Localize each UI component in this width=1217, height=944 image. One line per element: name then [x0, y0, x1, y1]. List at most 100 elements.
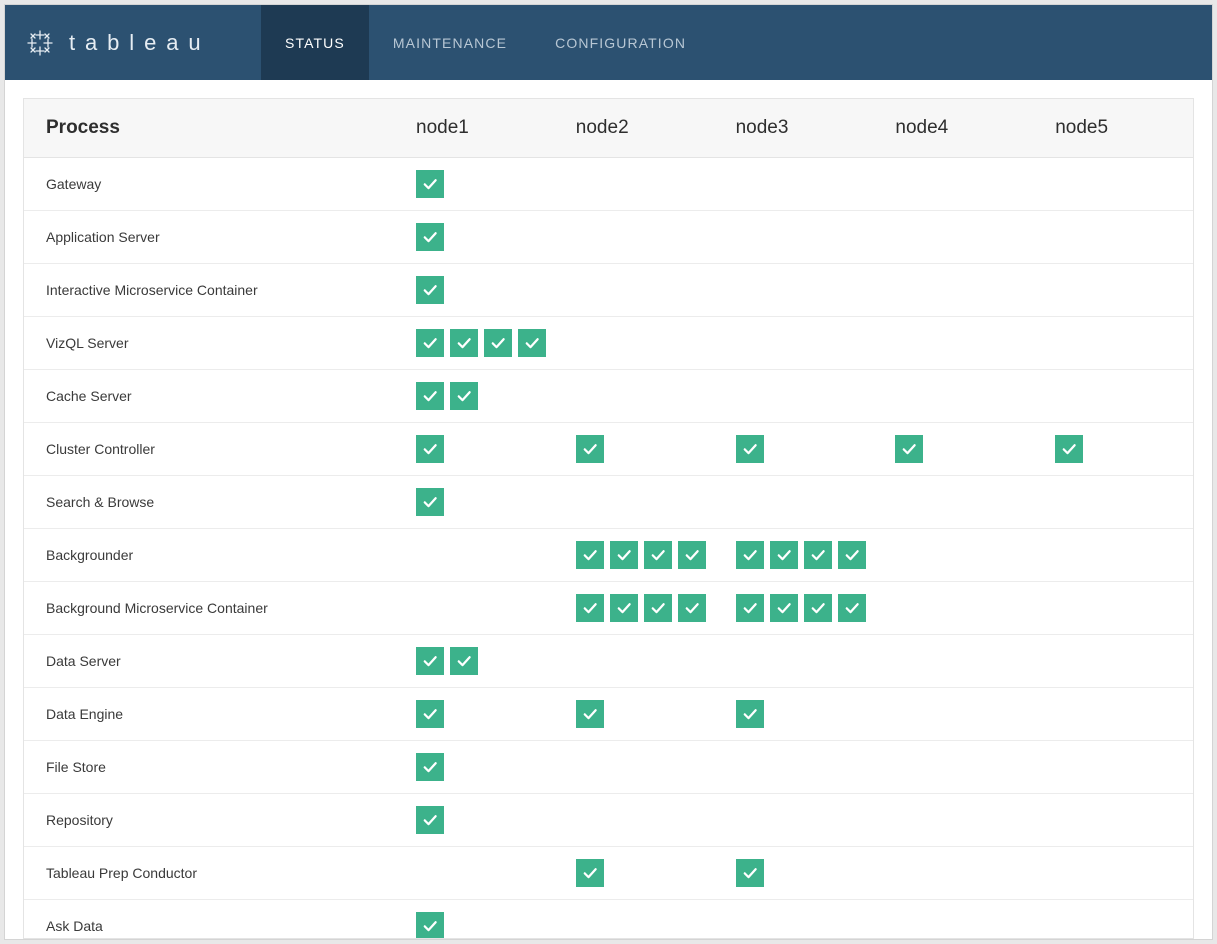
nav-tab-status[interactable]: STATUS — [261, 5, 369, 80]
status-cell — [554, 423, 714, 476]
table-row: Background Microservice Container — [24, 582, 1193, 635]
status-cell — [394, 317, 554, 370]
app-window: tableau STATUS MAINTENANCE CONFIGURATION P… — [4, 4, 1213, 940]
column-header-node3: node3 — [714, 99, 874, 158]
status-cell — [873, 688, 1033, 741]
process-name: Interactive Microservice Container — [24, 264, 394, 317]
status-check-icon — [576, 859, 604, 887]
status-check-icon — [416, 912, 444, 939]
process-name: VizQL Server — [24, 317, 394, 370]
status-cell — [394, 688, 554, 741]
status-checks — [576, 435, 704, 463]
status-cell — [873, 317, 1033, 370]
status-cell — [554, 847, 714, 900]
status-checks — [416, 276, 544, 304]
status-cell — [714, 529, 874, 582]
column-header-node2: node2 — [554, 99, 714, 158]
status-check-icon — [416, 488, 444, 516]
status-check-icon — [576, 594, 604, 622]
status-checks — [416, 488, 544, 516]
table-row: Data Engine — [24, 688, 1193, 741]
navbar: tableau STATUS MAINTENANCE CONFIGURATION — [5, 5, 1212, 80]
status-checks — [416, 753, 544, 781]
nav-tab-label: CONFIGURATION — [555, 35, 686, 51]
status-check-icon — [416, 435, 444, 463]
status-cell — [1033, 794, 1193, 847]
column-header-node4: node4 — [873, 99, 1033, 158]
status-cell — [873, 635, 1033, 688]
status-check-icon — [450, 329, 478, 357]
status-checks — [576, 700, 704, 728]
process-name: Gateway — [24, 158, 394, 211]
status-panel: Processnode1node2node3node4node5 Gateway… — [23, 98, 1194, 939]
status-checks — [416, 700, 544, 728]
status-check-icon — [416, 753, 444, 781]
table-row: VizQL Server — [24, 317, 1193, 370]
status-cell — [1033, 688, 1193, 741]
nav-tab-maintenance[interactable]: MAINTENANCE — [369, 5, 531, 80]
status-checks — [576, 594, 704, 622]
status-cell — [1033, 370, 1193, 423]
status-cell — [873, 794, 1033, 847]
status-check-icon — [1055, 435, 1083, 463]
nav-tab-label: STATUS — [285, 35, 345, 51]
table-row: Backgrounder — [24, 529, 1193, 582]
status-checks — [1055, 435, 1183, 463]
status-check-icon — [484, 329, 512, 357]
status-cell — [394, 582, 554, 635]
status-check-icon — [770, 541, 798, 569]
status-check-icon — [736, 541, 764, 569]
table-header-row: Processnode1node2node3node4node5 — [24, 99, 1193, 158]
status-cell — [714, 794, 874, 847]
table-row: Cache Server — [24, 370, 1193, 423]
status-cell — [1033, 423, 1193, 476]
status-cell — [873, 529, 1033, 582]
status-checks — [416, 329, 544, 357]
status-check-icon — [736, 594, 764, 622]
status-check-icon — [576, 541, 604, 569]
status-cell — [394, 423, 554, 476]
brand-logo: tableau — [5, 5, 261, 80]
table-row: Search & Browse — [24, 476, 1193, 529]
status-cell — [554, 635, 714, 688]
column-header-process: Process — [24, 99, 394, 158]
status-cell — [394, 741, 554, 794]
nav-tab-configuration[interactable]: CONFIGURATION — [531, 5, 710, 80]
status-cell — [714, 582, 874, 635]
status-checks — [416, 170, 544, 198]
table-row: Repository — [24, 794, 1193, 847]
status-table: Processnode1node2node3node4node5 Gateway… — [24, 99, 1193, 939]
status-checks — [736, 859, 864, 887]
status-cell — [554, 476, 714, 529]
status-cell — [394, 900, 554, 940]
status-cell — [873, 741, 1033, 794]
status-cell — [554, 370, 714, 423]
table-row: Application Server — [24, 211, 1193, 264]
status-cell — [554, 158, 714, 211]
status-check-icon — [416, 700, 444, 728]
status-cell — [714, 847, 874, 900]
content-area: Processnode1node2node3node4node5 Gateway… — [5, 80, 1212, 939]
status-cell — [394, 158, 554, 211]
status-cell — [873, 900, 1033, 940]
status-cell — [554, 582, 714, 635]
status-check-icon — [576, 435, 604, 463]
status-cell — [554, 794, 714, 847]
status-check-icon — [416, 329, 444, 357]
status-check-icon — [838, 541, 866, 569]
status-check-icon — [450, 382, 478, 410]
status-cell — [873, 211, 1033, 264]
process-name: Data Server — [24, 635, 394, 688]
table-row: Interactive Microservice Container — [24, 264, 1193, 317]
status-cell — [714, 211, 874, 264]
status-check-icon — [416, 276, 444, 304]
status-checks — [736, 594, 864, 622]
process-name: Data Engine — [24, 688, 394, 741]
status-checks — [576, 541, 704, 569]
status-cell — [394, 370, 554, 423]
status-cell — [1033, 529, 1193, 582]
process-name: Cluster Controller — [24, 423, 394, 476]
tableau-logo-icon — [25, 28, 55, 58]
status-check-icon — [416, 647, 444, 675]
status-check-icon — [895, 435, 923, 463]
